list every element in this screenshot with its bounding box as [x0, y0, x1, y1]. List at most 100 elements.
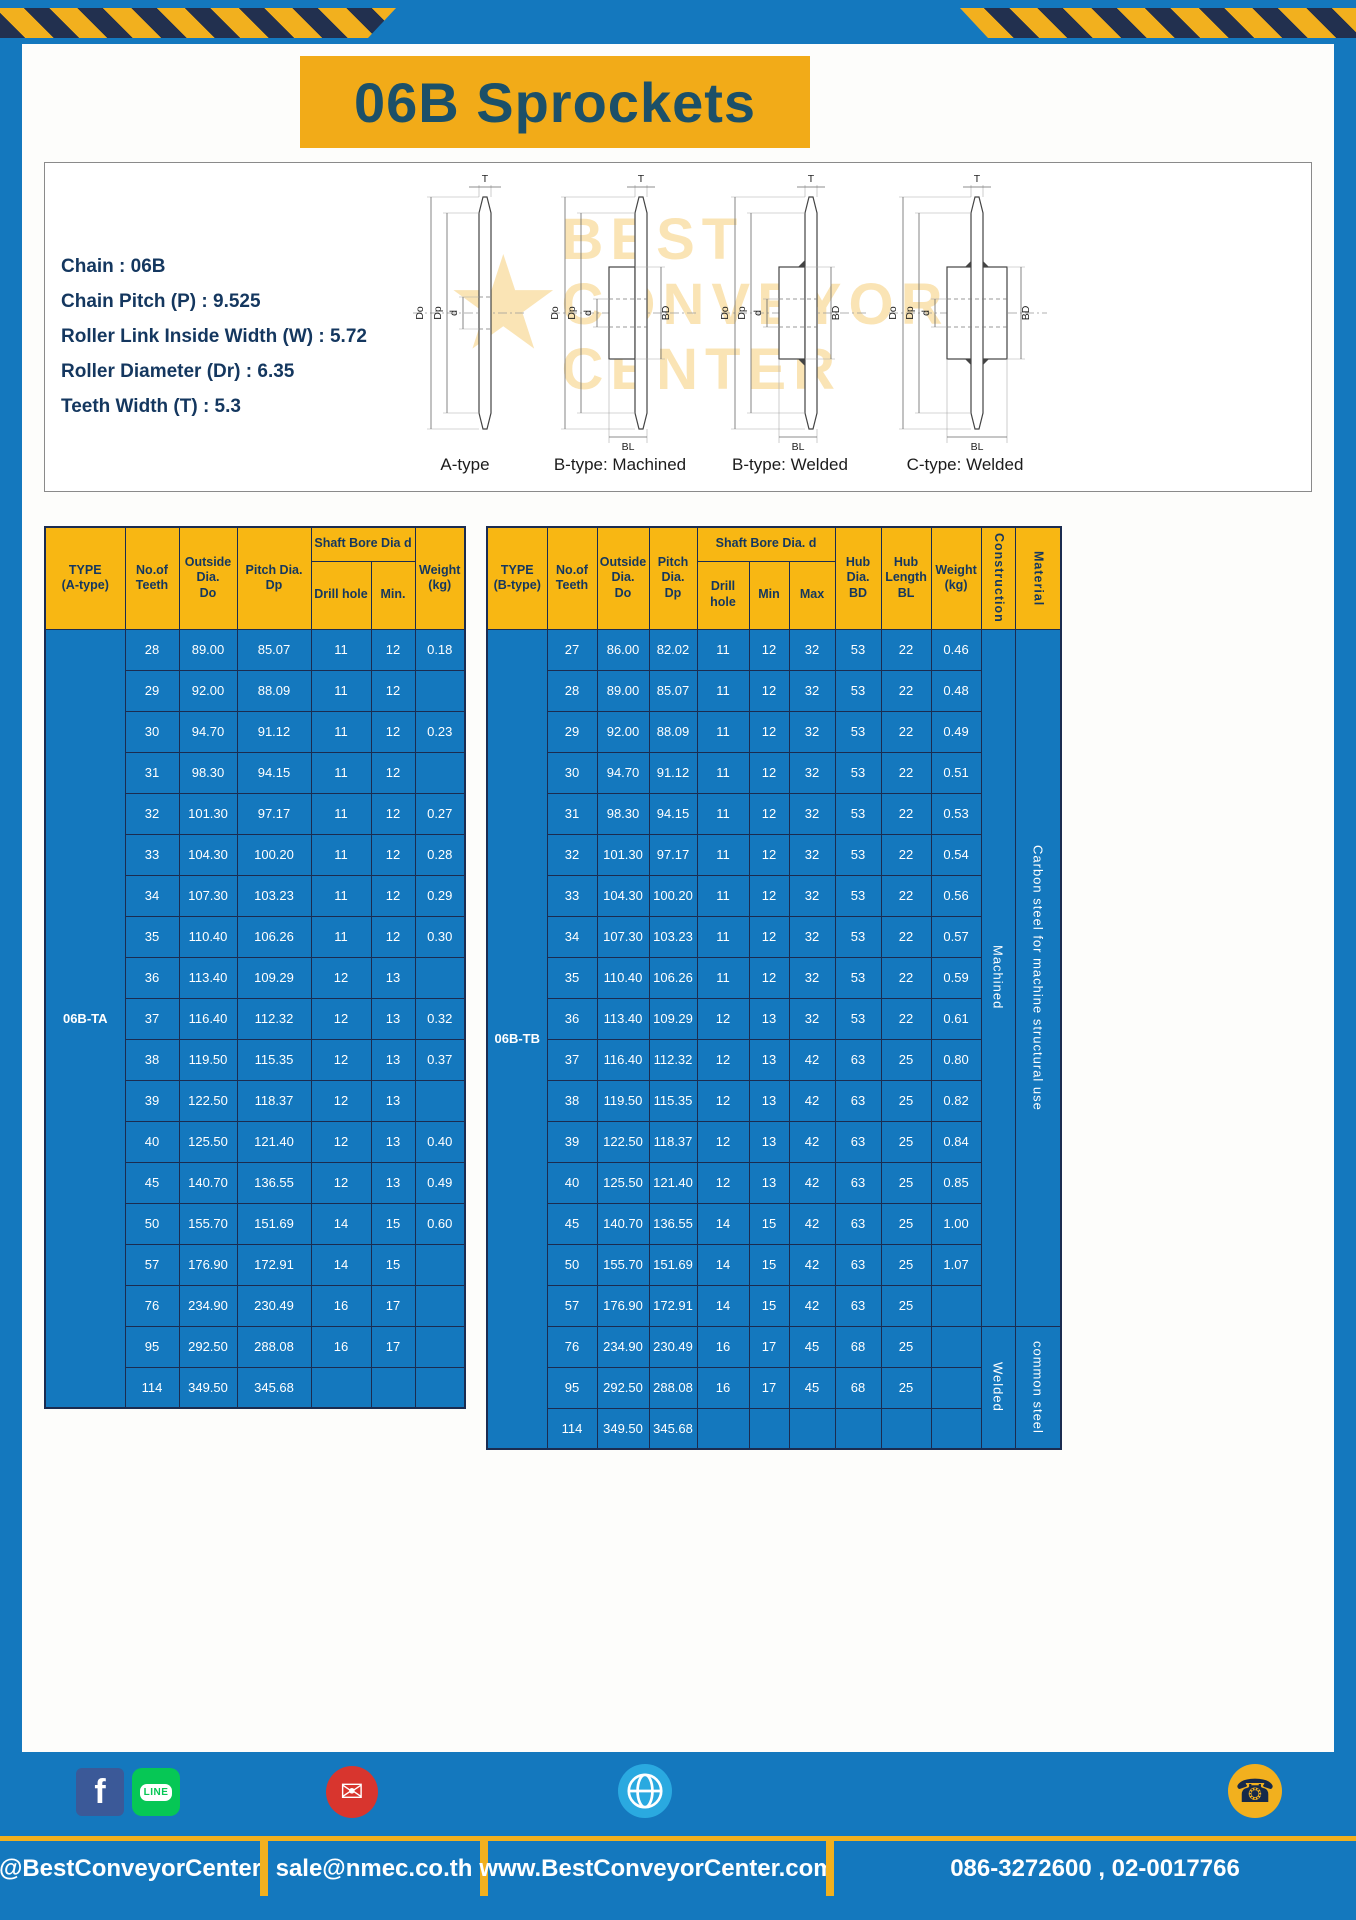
table-cell: 42: [788, 1161, 836, 1204]
table-cell: 32: [124, 792, 180, 835]
dim-label: BD: [660, 305, 672, 320]
table-cell: [880, 1407, 932, 1450]
col-header-outside-dia: Outside Dia. Do: [178, 526, 238, 630]
table-cell: 37: [124, 997, 180, 1040]
table-cell: common steel: [1014, 1325, 1062, 1450]
table-cell: 25: [880, 1325, 932, 1368]
table-cell: 06B-TA: [44, 628, 126, 1409]
table-cell: 13: [370, 1120, 416, 1163]
table-cell: 27: [546, 628, 598, 671]
table-row: 33 104.30 100.20 11 12 0.28: [45, 833, 466, 876]
table-cell: 76: [124, 1284, 180, 1327]
table-cell: 172.91: [236, 1243, 312, 1286]
table-cell: 12: [370, 628, 416, 671]
table-cell: 39: [546, 1120, 598, 1163]
table-cell: 288.08: [648, 1366, 698, 1409]
table-cell: 22: [880, 956, 932, 999]
col-header-type: TYPE (A-type): [44, 526, 126, 630]
table-cell: 0.29: [414, 874, 466, 917]
sprocket-drawings: T Do Dp d A-type: [395, 173, 1055, 475]
table-row: 39 122.50 118.37 12 13: [45, 1079, 466, 1122]
table-cell: [414, 1243, 466, 1286]
table-cell: [930, 1407, 982, 1450]
table-row: 50 155.70 151.69 14 15 42 63 25 1.07: [487, 1243, 1061, 1286]
table-cell: 33: [124, 833, 180, 876]
facebook-icon: f: [76, 1768, 124, 1816]
table-cell: 16: [696, 1366, 750, 1409]
table-row: 37 116.40 112.32 12 13 0.32: [45, 997, 466, 1040]
line-label: LINE: [139, 1783, 173, 1801]
phone-icon: ☎: [1228, 1764, 1282, 1818]
table-cell: [748, 1407, 790, 1450]
table-row: 95 292.50 288.08 16 17 45 68 25: [487, 1366, 1061, 1409]
col-header-teeth: No.of Teeth: [546, 526, 598, 630]
table-cell: 34: [546, 915, 598, 958]
table-cell: 116.40: [178, 997, 238, 1040]
table-cell: 94.15: [648, 792, 698, 835]
figure-caption: B-type: Machined: [553, 455, 687, 474]
table-cell: 0.32: [414, 997, 466, 1040]
figure-c-type-welded: T Do Dp d: [875, 173, 1055, 475]
dim-label: Dp: [736, 306, 748, 320]
table-cell: 119.50: [596, 1079, 650, 1122]
table-cell: 11: [696, 669, 750, 712]
table-cell: 0.40: [414, 1120, 466, 1163]
table-cell: 12: [748, 628, 790, 671]
col-header-hub-length: Hub Length BL: [880, 526, 932, 630]
table-cell: 12: [370, 792, 416, 835]
table-cell: 115.35: [236, 1038, 312, 1081]
table-row: 06B-TB 27 86.00 82.02 11 12 32 53 22 0.46 Machined…: [486, 628, 1062, 1450]
table-cell: 345.68: [236, 1366, 312, 1409]
contact-bar: @BestConveyorCenter sale@nmec.co.th www.…: [0, 1836, 1356, 1896]
dim-label: BD: [830, 305, 842, 320]
table-row: 95 292.50 288.08 16 17: [45, 1325, 466, 1368]
table-cell: 32: [788, 833, 836, 876]
table-cell: 0.27: [414, 792, 466, 835]
table-cell: 14: [696, 1243, 750, 1286]
table-row: 36 113.40 109.29 12 13 32 53 22 0.61: [487, 997, 1061, 1040]
table-cell: 12: [696, 1161, 750, 1204]
table-cell: 11: [310, 628, 372, 671]
table-cell: 12: [370, 710, 416, 753]
dim-label: Do: [719, 306, 731, 320]
table-cell: 12: [370, 915, 416, 958]
table-cell: 45: [546, 1202, 598, 1245]
table-cell: 12: [370, 751, 416, 794]
table-cell: 349.50: [178, 1366, 238, 1409]
table-cell: 0.84: [930, 1120, 982, 1163]
table-cell: 0.85: [930, 1161, 982, 1204]
table-cell: 97.17: [648, 833, 698, 876]
table-cell: 0.49: [930, 710, 982, 753]
table-cell: 11: [696, 956, 750, 999]
table-cell: 12: [310, 1038, 372, 1081]
table-cell: 63: [834, 1202, 882, 1245]
table-cell: 29: [124, 669, 180, 712]
table-row: 29 92.00 88.09 11 12: [45, 669, 466, 712]
table-cell: 22: [880, 751, 932, 794]
table-cell: 98.30: [178, 751, 238, 794]
table-row: 35 110.40 106.26 11 12 0.30: [45, 915, 466, 958]
figure-b-type-machined: T Do Dp d: [535, 173, 705, 475]
table-row: 06B-TA 28 89.00 85.07 11 12 0.18: [44, 628, 466, 1409]
table-cell: 118.37: [236, 1079, 312, 1122]
table-cell: 0.53: [930, 792, 982, 835]
table-cell: 32: [788, 751, 836, 794]
table-cell: 22: [880, 874, 932, 917]
col-header-shaft-bore: Shaft Bore Dia d: [310, 526, 416, 562]
table-cell: [930, 1284, 982, 1327]
table-cell: 0.23: [414, 710, 466, 753]
table-cell: 31: [546, 792, 598, 835]
table-cell: 11: [310, 669, 372, 712]
dim-label: d: [920, 310, 932, 316]
table-cell: 13: [370, 1161, 416, 1204]
table-cell: 155.70: [596, 1243, 650, 1286]
table-cell: [788, 1407, 836, 1450]
table-cell: 95: [124, 1325, 180, 1368]
table-cell: 50: [546, 1243, 598, 1286]
table-cell: 11: [310, 792, 372, 835]
table-cell: [696, 1407, 750, 1450]
table-cell: 25: [880, 1038, 932, 1081]
table-cell: [414, 669, 466, 712]
table-cell: 12: [748, 792, 790, 835]
table-cell: 37: [546, 1038, 598, 1081]
